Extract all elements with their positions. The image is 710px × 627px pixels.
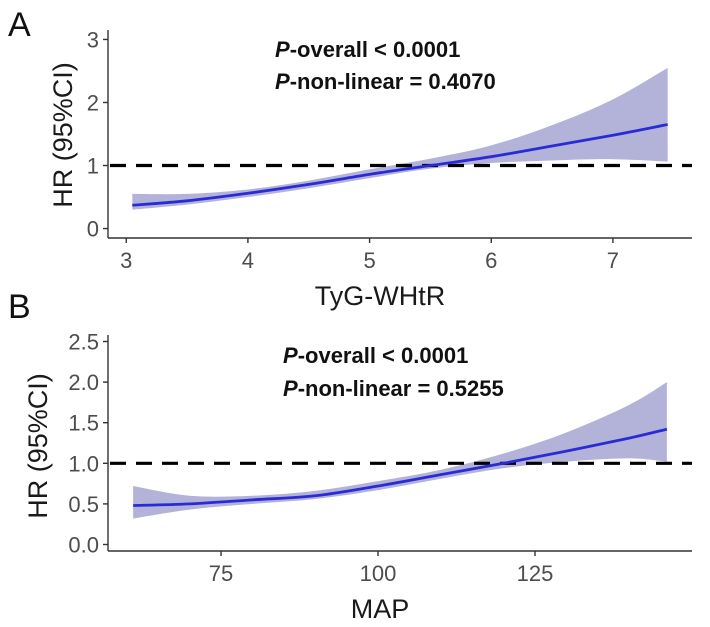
x-axis-title-a: TyG-WHtR [315,281,445,311]
hr-curve-b [133,427,668,507]
y-tick-label-b: 1.0 [68,451,99,476]
panel-letter-b: B [8,288,31,326]
y-tick-label-a: 3 [87,27,99,52]
y-tick-label-b: 0.0 [68,533,99,558]
ci-band-a [132,67,668,210]
x-tick-label-a: 5 [363,248,375,273]
y-tick-label-b: 1.5 [68,411,99,436]
hr-curve-a [132,123,668,207]
y-tick-label-b: 2.0 [68,370,99,395]
x-tick-label-a: 7 [607,248,619,273]
x-tick-label-a: 4 [242,248,254,273]
y-tick-label-b: 0.5 [68,492,99,517]
x-axis-title-b: MAP [351,594,410,624]
y-axis-title-a: HR (95%CI) [48,62,78,208]
y-axis-title-b: HR (95%CI) [23,373,53,519]
x-tick-label-b: 125 [517,561,554,586]
x-tick-label-a: 6 [485,248,497,273]
annotation-overall-a: P-overall < 0.0001 [275,37,460,62]
annotation-nonlinear-a: P-non-linear = 0.4070 [275,69,496,94]
y-tick-label-b: 2.5 [68,329,99,354]
annotation-nonlinear-b: P-non-linear = 0.5255 [283,376,504,401]
x-tick-label-b: 100 [360,561,397,586]
annotation-overall-b: P-overall < 0.0001 [283,343,468,368]
ci-band-b [133,382,667,519]
panel-b: B 75 100 125 0.0 0.5 1.0 1.5 2.0 2.5 MAP HR (95… [8,288,692,624]
panel-letter-a: A [8,6,31,44]
y-tick-label-a: 0 [87,217,99,242]
x-tick-label-b: 75 [209,561,233,586]
x-tick-label-a: 3 [120,248,132,273]
panel-a: A 3 4 5 6 7 0 1 2 3 TyG-WHtR HR (95%CI) P-overa… [8,6,692,311]
y-tick-label-a: 2 [87,90,99,115]
y-tick-label-a: 1 [87,154,99,179]
